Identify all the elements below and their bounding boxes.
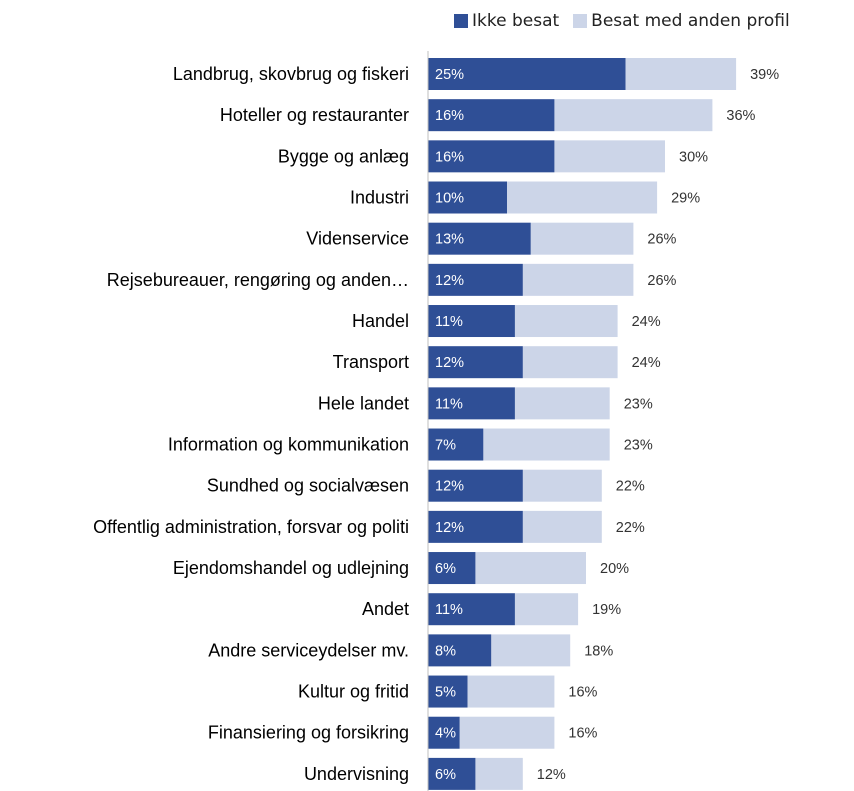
- bar-besat-med-anden-profil: [554, 140, 665, 173]
- data-label-total: 26%: [647, 273, 676, 289]
- data-label-ikke-besat: 4%: [435, 726, 456, 742]
- data-label-total: 19%: [592, 602, 621, 618]
- category-label: Bygge og anlæg: [278, 146, 409, 166]
- category-label: Undervisning: [304, 764, 409, 784]
- data-label-total: 18%: [584, 643, 613, 659]
- data-label-ikke-besat: 12%: [435, 355, 464, 371]
- bar-besat-med-anden-profil: [467, 675, 555, 708]
- category-label: Ejendomshandel og udlejning: [173, 558, 409, 578]
- data-label-ikke-besat: 16%: [435, 149, 464, 165]
- data-label-ikke-besat: 10%: [435, 191, 464, 207]
- category-label: Videnservice: [306, 229, 409, 249]
- data-label-total: 12%: [537, 767, 566, 783]
- bar-besat-med-anden-profil: [514, 387, 610, 420]
- legend-item-ikke-besat: Ikke besat: [454, 11, 559, 31]
- category-label: Rejsebureauer, rengøring og anden…: [107, 270, 409, 290]
- category-label: Handel: [352, 311, 409, 331]
- data-label-total: 20%: [600, 561, 629, 577]
- data-label-ikke-besat: 12%: [435, 479, 464, 495]
- bar-besat-med-anden-profil: [514, 593, 579, 626]
- bar-ikke-besat: [428, 263, 523, 296]
- bar-besat-med-anden-profil: [475, 757, 523, 790]
- data-label-total: 26%: [647, 232, 676, 248]
- data-label-total: 36%: [726, 108, 755, 124]
- bar-ikke-besat: [428, 140, 555, 173]
- bar-ikke-besat: [428, 346, 523, 379]
- data-label-total: 30%: [679, 149, 708, 165]
- legend-swatch-besat-med-anden-profil: [573, 14, 588, 28]
- bar-ikke-besat: [428, 510, 523, 543]
- bar-besat-med-anden-profil: [491, 634, 571, 667]
- bar-ikke-besat: [428, 428, 484, 461]
- data-label-ikke-besat: 16%: [435, 108, 464, 124]
- data-label-total: 22%: [616, 479, 645, 495]
- data-label-total: 24%: [632, 314, 661, 330]
- bar-besat-med-anden-profil: [522, 510, 602, 543]
- data-label-total: 39%: [750, 67, 779, 83]
- data-label-ikke-besat: 13%: [435, 232, 464, 248]
- data-label-total: 16%: [568, 726, 597, 742]
- data-label-ikke-besat: 12%: [435, 273, 464, 289]
- bar-ikke-besat: [428, 675, 468, 708]
- bar-besat-med-anden-profil: [530, 222, 634, 255]
- data-label-ikke-besat: 25%: [435, 67, 464, 83]
- data-label-ikke-besat: 6%: [435, 561, 456, 577]
- bar-ikke-besat: [428, 634, 492, 667]
- bar-ikke-besat: [428, 222, 531, 255]
- legend-swatch-ikke-besat: [454, 14, 468, 28]
- data-label-ikke-besat: 8%: [435, 643, 456, 659]
- bar-besat-med-anden-profil: [514, 305, 618, 338]
- data-label-total: 29%: [671, 191, 700, 207]
- data-label-total: 23%: [624, 438, 653, 454]
- category-label: Kultur og fritid: [298, 682, 409, 702]
- legend-label-ikke-besat: Ikke besat: [472, 11, 560, 31]
- bar-ikke-besat: [428, 181, 507, 214]
- category-label: Industri: [350, 188, 409, 208]
- data-label-total: 24%: [632, 355, 661, 371]
- data-label-ikke-besat: 11%: [435, 314, 463, 330]
- bar-ikke-besat: [428, 58, 626, 90]
- category-label: Information og kommunikation: [168, 435, 409, 455]
- bar-besat-med-anden-profil: [483, 428, 610, 461]
- legend-item-besat-med-anden-profil: Besat med anden profil: [573, 11, 790, 31]
- data-label-total: 23%: [624, 396, 653, 412]
- bar-besat-med-anden-profil: [507, 181, 658, 214]
- bar-ikke-besat: [428, 716, 460, 749]
- category-label: Hele landet: [318, 393, 409, 413]
- bar-ikke-besat: [428, 757, 476, 790]
- data-label-ikke-besat: 7%: [435, 438, 456, 454]
- data-label-ikke-besat: 11%: [435, 602, 463, 618]
- bar-besat-med-anden-profil: [554, 99, 713, 132]
- bar-besat-med-anden-profil: [522, 346, 618, 379]
- category-label: Hoteller og restauranter: [220, 105, 409, 125]
- bar-besat-med-anden-profil: [459, 716, 555, 749]
- data-label-ikke-besat: 6%: [435, 767, 456, 783]
- category-label: Landbrug, skovbrug og fiskeri: [173, 64, 409, 84]
- bar-besat-med-anden-profil: [522, 469, 602, 502]
- legend: Ikke besat Besat med anden profil: [454, 9, 804, 33]
- bar-ikke-besat: [428, 305, 515, 338]
- bar-besat-med-anden-profil: [475, 552, 586, 585]
- bar-ikke-besat: [428, 99, 555, 132]
- category-label: Transport: [333, 352, 409, 372]
- category-label: Sundhed og socialvæsen: [207, 476, 409, 496]
- legend-label-besat-med-anden-profil: Besat med anden profil: [591, 11, 790, 31]
- category-label: Offentlig administration, forsvar og pol…: [93, 517, 409, 537]
- data-label-ikke-besat: 12%: [435, 520, 464, 536]
- data-label-ikke-besat: 11%: [435, 396, 463, 412]
- category-label: Andet: [362, 599, 409, 619]
- data-label-ikke-besat: 5%: [435, 685, 456, 701]
- bar-ikke-besat: [428, 387, 515, 420]
- bar-ikke-besat: [428, 552, 476, 585]
- data-label-total: 16%: [568, 685, 597, 701]
- bar-ikke-besat: [428, 469, 523, 502]
- bar-besat-med-anden-profil: [522, 263, 634, 296]
- category-label: Andre serviceydelser mv.: [208, 640, 409, 660]
- category-label: Finansiering og forsikring: [208, 723, 409, 743]
- bar-besat-med-anden-profil: [625, 58, 737, 90]
- bar-ikke-besat: [428, 593, 515, 626]
- data-label-total: 22%: [616, 520, 645, 536]
